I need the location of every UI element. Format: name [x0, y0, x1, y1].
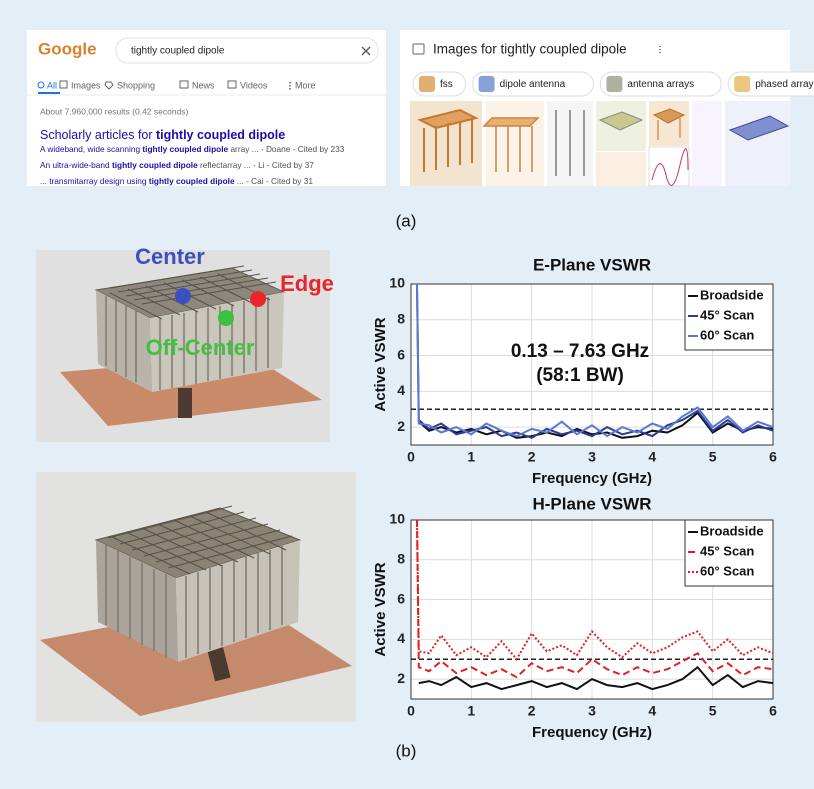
- images-heading: Images for tightly coupled dipole: [433, 42, 627, 57]
- x-tick-label: 2: [528, 449, 536, 465]
- y-tick-label: 8: [397, 310, 405, 326]
- thumbnail[interactable]: [649, 101, 689, 146]
- panel-label: (a): [396, 211, 417, 230]
- y-tick-label: 10: [389, 275, 405, 291]
- tab[interactable]: More: [295, 80, 316, 90]
- result-bold: tightly coupled dipole: [149, 176, 235, 186]
- x-tick-label: 6: [769, 449, 777, 465]
- result-text: An ultra-wide-band: [40, 160, 112, 170]
- x-axis-label: Frequency (GHz): [532, 724, 652, 741]
- legend-label: 60° Scan: [700, 563, 754, 578]
- x-tick-label: 4: [648, 703, 656, 719]
- thumbnail[interactable]: [596, 152, 646, 186]
- chip-thumb: [419, 76, 435, 92]
- tab[interactable]: All: [47, 80, 57, 90]
- y-tick-label: 4: [397, 382, 405, 398]
- chip-thumb: [479, 76, 495, 92]
- page: Tightly coupled dipole figure { "search_…: [0, 0, 814, 784]
- y-axis-label: Active VSWR: [372, 317, 389, 411]
- annotation: 0.13 – 7.63 GHz: [511, 341, 649, 362]
- result-text: reflectarray ... - Li - Cited by 37: [198, 160, 315, 170]
- x-tick-label: 1: [467, 703, 475, 719]
- result-text: ... - Cai - Cited by 31: [235, 176, 314, 186]
- result-text: A wideband, wide scanning: [40, 144, 142, 154]
- panel-label: (b): [396, 741, 417, 760]
- edge-marker: [250, 291, 266, 307]
- x-tick-label: 3: [588, 703, 596, 719]
- result-bold: tightly coupled dipole: [142, 144, 228, 154]
- chart-title: H-Plane VSWR: [532, 494, 651, 513]
- chip-label: fss: [440, 79, 453, 90]
- thumbnail[interactable]: [692, 101, 722, 186]
- y-tick-label: 10: [389, 511, 405, 527]
- result-line[interactable]: An ultra-wide-band tightly coupled dipol…: [40, 160, 314, 170]
- y-tick-label: 2: [397, 670, 405, 686]
- feed-strip: [178, 388, 192, 418]
- edge-label: Edge: [280, 271, 334, 296]
- result-text: array ... - Doane - Cited by 233: [228, 144, 345, 154]
- result-list: A wideband, wide scanning tightly couple…: [40, 144, 345, 186]
- photo: [36, 472, 356, 722]
- result-line[interactable]: A wideband, wide scanning tightly couple…: [40, 144, 345, 154]
- legend-label: 60° Scan: [700, 327, 754, 342]
- tab[interactable]: News: [192, 80, 215, 90]
- result-text: ... transmitarray design using: [40, 176, 149, 186]
- chart-title: E-Plane VSWR: [533, 255, 651, 274]
- figure: Google tightly coupled dipole All Images…: [0, 0, 814, 784]
- y-tick-label: 6: [397, 346, 405, 362]
- x-axis-label: Frequency (GHz): [532, 470, 652, 487]
- chip-label: antenna arrays: [627, 79, 694, 90]
- x-tick-label: 0: [407, 703, 415, 719]
- x-tick-label: 3: [588, 449, 596, 465]
- result-line[interactable]: ... transmitarray design using tightly c…: [40, 176, 313, 186]
- y-tick-label: 4: [397, 630, 405, 646]
- tab[interactable]: Videos: [240, 80, 268, 90]
- x-tick-label: 1: [467, 449, 475, 465]
- body: Google tightly coupled dipole All Images…: [0, 0, 814, 784]
- legend-label: 45° Scan: [700, 543, 754, 558]
- heading-bold: tightly coupled dipole: [156, 128, 285, 142]
- chip-label: phased array: [755, 79, 813, 90]
- tab[interactable]: Shopping: [117, 80, 155, 90]
- off-center-label: Off-Center: [146, 335, 255, 360]
- thumbnails: [410, 101, 790, 186]
- annotation: (58:1 BW): [536, 365, 624, 386]
- tab[interactable]: Images: [71, 80, 101, 90]
- thumbnail[interactable]: [486, 101, 544, 186]
- y-tick-label: 6: [397, 590, 405, 606]
- y-tick-label: 2: [397, 418, 405, 434]
- logo[interactable]: Google: [38, 39, 97, 58]
- images-screenshot: Images for tightly coupled dipole fss dip…: [400, 30, 814, 186]
- legend-label: 45° Scan: [700, 307, 754, 322]
- result-bold: tightly coupled dipole: [112, 160, 198, 170]
- search-query[interactable]: tightly coupled dipole: [131, 46, 225, 57]
- center-label: Center: [135, 244, 205, 269]
- heading-text: Scholarly articles for: [40, 128, 156, 142]
- x-tick-label: 5: [709, 449, 717, 465]
- thumbnail[interactable]: [725, 101, 790, 186]
- legend-label: Broadside: [700, 523, 764, 538]
- chip-thumb: [606, 76, 622, 92]
- x-tick-label: 0: [407, 449, 415, 465]
- chip-label: dipole antenna: [500, 79, 566, 90]
- search-screenshot: Google tightly coupled dipole All Images…: [27, 30, 386, 186]
- y-tick-label: 8: [397, 550, 405, 566]
- center-marker: [175, 288, 191, 304]
- chip-thumb: [734, 76, 750, 92]
- x-tick-label: 4: [648, 449, 656, 465]
- x-tick-label: 2: [528, 703, 536, 719]
- legend-label: Broadside: [700, 287, 764, 302]
- off-center-marker: [218, 310, 234, 326]
- y-axis-label: Active VSWR: [372, 562, 389, 656]
- scholar-heading[interactable]: Scholarly articles for tightly coupled d…: [40, 128, 285, 142]
- photo-annotated: Center Edge Off-Center: [36, 244, 334, 442]
- x-tick-label: 6: [769, 703, 777, 719]
- x-tick-label: 5: [709, 703, 717, 719]
- result-stats: About 7,960,000 results (0.42 seconds): [40, 106, 189, 116]
